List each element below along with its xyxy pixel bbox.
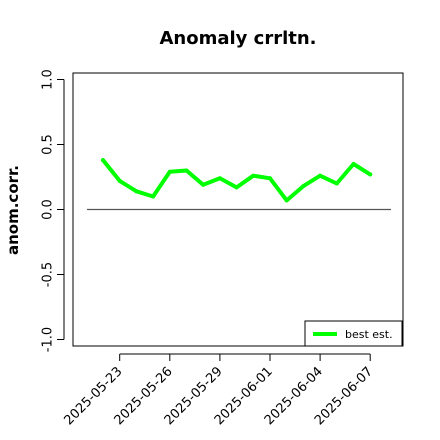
data-point <box>234 185 239 190</box>
y-axis-label: anom.corr. <box>4 165 22 255</box>
y-tick-label: -1.0 <box>41 327 56 352</box>
data-point <box>284 198 289 203</box>
y-axis: -1.0 -0.5 0.0 0.5 1.0 <box>41 69 65 352</box>
data-point <box>151 194 156 199</box>
data-point <box>318 173 323 178</box>
data-point <box>301 184 306 189</box>
data-point <box>351 162 356 166</box>
y-tick-label: -0.5 <box>41 262 56 287</box>
y-tick-label: 0.5 <box>41 134 56 155</box>
data-point <box>167 169 172 174</box>
data-point <box>117 178 122 183</box>
data-point <box>368 172 373 177</box>
data-point <box>334 181 339 186</box>
x-axis: 2025-05-232025-05-262025-05-292025-06-01… <box>61 353 376 428</box>
legend-label: best est. <box>345 328 393 341</box>
data-point <box>201 182 206 187</box>
data-point <box>134 189 139 194</box>
data-point <box>268 176 272 181</box>
data-point <box>251 173 256 178</box>
y-tick-label: 1.0 <box>41 69 56 90</box>
plot-area-frame <box>72 72 404 347</box>
series-line <box>101 158 373 203</box>
data-point <box>184 168 189 173</box>
data-point <box>217 176 222 181</box>
series-group <box>101 158 373 203</box>
chart-title: Anomaly crrltn. <box>159 28 316 49</box>
y-tick-label: 0.0 <box>41 199 56 220</box>
legend: best est. <box>304 320 403 347</box>
data-point <box>101 158 105 163</box>
